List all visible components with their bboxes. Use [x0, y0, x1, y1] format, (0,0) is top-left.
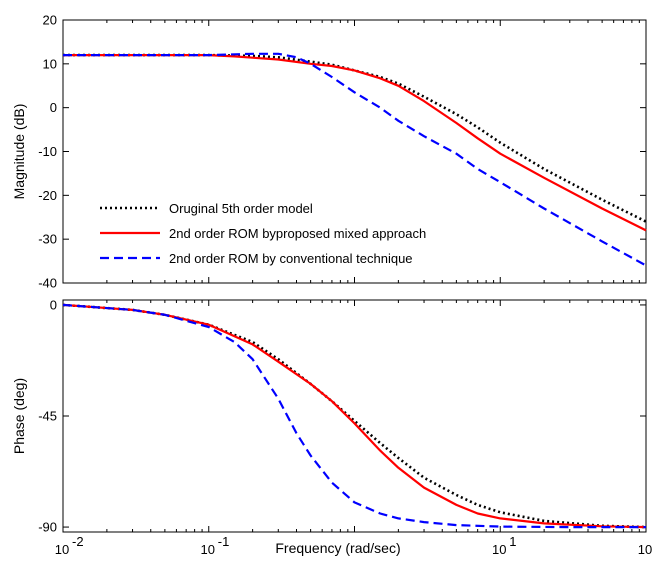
- y-axis-label: Magnitude (dB): [11, 104, 27, 200]
- y-tick-label: -45: [38, 409, 57, 424]
- magnitude-panel: 20 10 0 -10 -20 -30 -40 Magnitude (dB) Oruginal …: [11, 13, 647, 291]
- y-tick-label: -90: [38, 520, 57, 535]
- y-axis-label: Phase (deg): [11, 378, 27, 454]
- y-tick-label: 0: [50, 100, 57, 115]
- x-tick-label: 10: [55, 542, 69, 557]
- plot-area: [62, 299, 647, 533]
- x-tick-label: 10: [492, 542, 506, 557]
- legend-label-2: 2nd order ROM byproposed mixed approach: [169, 226, 426, 241]
- x-tick-exponent: 1: [509, 534, 516, 549]
- y-tick-label: -30: [38, 232, 57, 247]
- y-tick-label: 10: [43, 56, 57, 71]
- x-tick-exponent: -2: [72, 534, 84, 549]
- legend-label-3: 2nd order ROM by conventional technique: [169, 251, 413, 266]
- y-tick-label: 20: [43, 13, 57, 28]
- x-axis-label: Frequency (rad/sec): [275, 540, 400, 556]
- y-tick-label: 0: [50, 297, 57, 312]
- series-line-3: [63, 52, 647, 267]
- x-axis-label-bg: [263, 537, 413, 555]
- series-line-1: [62, 303, 647, 529]
- plot-area: [62, 19, 647, 284]
- y-tick-label: -40: [38, 276, 57, 291]
- series-line-3: [62, 303, 646, 529]
- x-tick-exponent: -1: [218, 534, 230, 549]
- series-line-2: [63, 53, 647, 232]
- legend-label-1: Oruginal 5th order model: [169, 201, 313, 216]
- y-tick-label: -10: [38, 144, 57, 159]
- x-tick-label: 10: [201, 542, 215, 557]
- series-line-2: [62, 303, 647, 529]
- x-tick-label: 10: [638, 542, 652, 557]
- y-tick-label: -20: [38, 188, 57, 203]
